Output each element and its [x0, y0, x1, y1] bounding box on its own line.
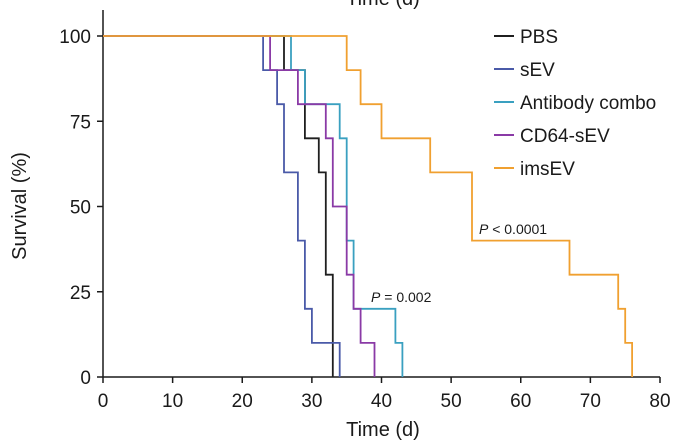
- x-tick-label-5: 50: [441, 391, 462, 412]
- x-tick-label-2: 20: [232, 391, 253, 412]
- series-line-sev: [103, 35, 341, 377]
- series-line-pbs: [103, 35, 334, 377]
- legend-label-4: imsEV: [520, 159, 575, 180]
- y-tick-label-3: 75: [70, 112, 91, 133]
- x-tick-label-8: 80: [649, 391, 670, 412]
- x-tick-label-3: 30: [301, 391, 322, 412]
- y-tick-label-2: 50: [70, 198, 91, 219]
- series-line-antibody-combo: [103, 35, 404, 377]
- legend-label-3: CD64-sEV: [520, 126, 610, 147]
- x-tick-label-6: 60: [510, 391, 531, 412]
- series-line-cd64-sev: [103, 35, 376, 377]
- top-axis-title: Time (d): [346, 0, 420, 10]
- x-tick-label-4: 40: [371, 391, 392, 412]
- x-axis-title: Time (d): [346, 419, 420, 441]
- legend-label-0: PBS: [520, 27, 558, 48]
- p-value-annotation-0: P < 0.0001: [479, 221, 547, 237]
- y-tick-label-0: 0: [80, 368, 91, 389]
- x-tick-label-1: 10: [162, 391, 183, 412]
- y-tick-label-1: 25: [70, 283, 91, 304]
- x-tick-label-0: 0: [98, 391, 109, 412]
- series-line-imsev: [103, 35, 633, 377]
- y-tick-label-4: 100: [59, 27, 91, 48]
- p-value-annotation-1: P = 0.002: [371, 289, 432, 305]
- y-axis-title: Survival (%): [9, 152, 31, 260]
- x-tick-label-7: 70: [580, 391, 601, 412]
- legend-label-2: Antibody combo: [520, 93, 656, 114]
- legend-label-1: sEV: [520, 60, 555, 81]
